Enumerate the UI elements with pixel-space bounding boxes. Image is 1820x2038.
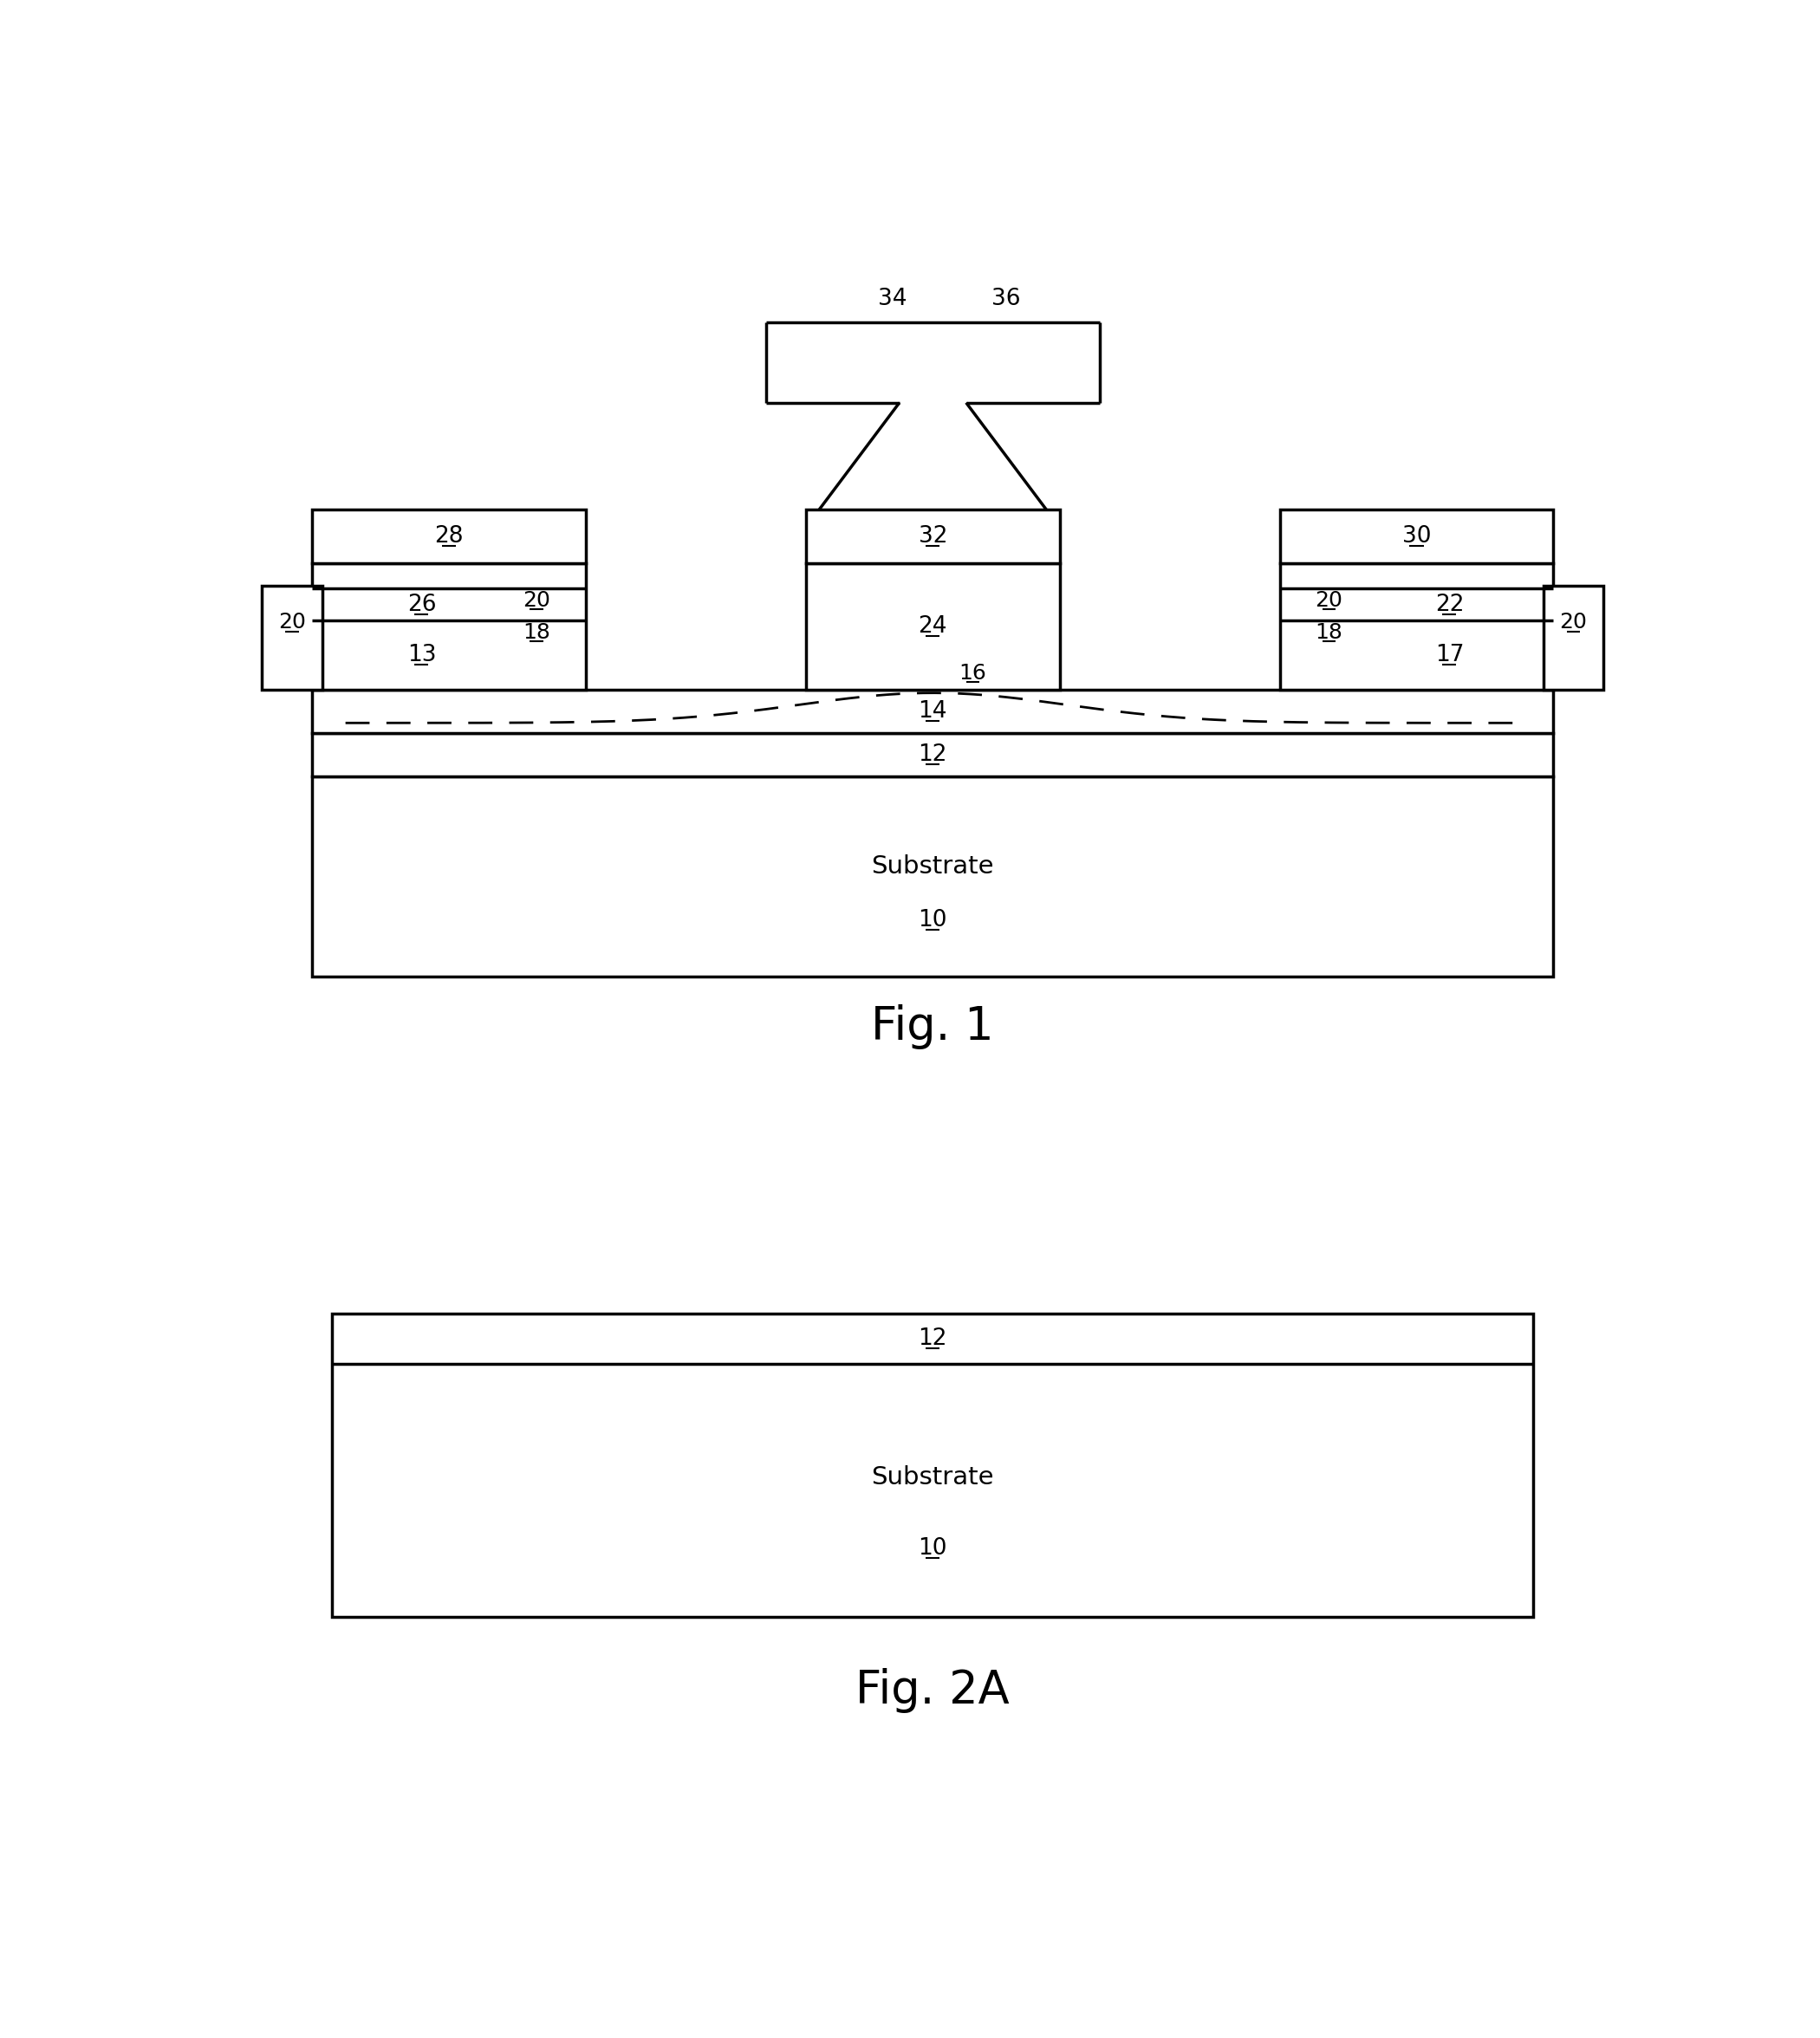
Text: 22: 22 (1434, 593, 1463, 615)
Bar (1543, 587, 1603, 689)
Bar (313, 689, 1552, 734)
Text: Fig. 1: Fig. 1 (872, 1005, 994, 1050)
Text: 14: 14 (919, 699, 946, 723)
Text: 18: 18 (522, 622, 550, 642)
Text: 30: 30 (1401, 526, 1431, 548)
Text: Substrate: Substrate (872, 1465, 994, 1490)
Bar (313, 734, 1552, 776)
Text: 20: 20 (1560, 611, 1587, 632)
Bar (313, 562, 586, 689)
Text: 17: 17 (1434, 644, 1463, 666)
Text: 18: 18 (1316, 622, 1343, 642)
Bar (313, 776, 1552, 976)
Text: 24: 24 (919, 615, 946, 638)
Bar (331, 1312, 1532, 1616)
Text: 10: 10 (919, 1537, 946, 1559)
Text: 12: 12 (919, 744, 946, 766)
Bar (806, 562, 1059, 689)
Bar (262, 587, 322, 689)
Text: 12: 12 (919, 1327, 946, 1349)
Text: Substrate: Substrate (872, 854, 994, 878)
Text: 20: 20 (1316, 589, 1343, 611)
Bar (313, 510, 586, 562)
Text: 32: 32 (919, 526, 946, 548)
Text: 16: 16 (959, 662, 986, 683)
Text: 20: 20 (522, 589, 550, 611)
Text: 13: 13 (408, 644, 437, 666)
Text: 10: 10 (919, 909, 946, 931)
Text: 26: 26 (408, 593, 437, 615)
Bar (1279, 562, 1554, 689)
Text: 36: 36 (992, 287, 1021, 310)
Bar (1279, 510, 1554, 562)
Text: 20: 20 (278, 611, 306, 632)
Bar (806, 510, 1059, 562)
Text: 28: 28 (435, 526, 464, 548)
Text: Fig. 2A: Fig. 2A (855, 1667, 1010, 1712)
Text: 34: 34 (879, 287, 906, 310)
